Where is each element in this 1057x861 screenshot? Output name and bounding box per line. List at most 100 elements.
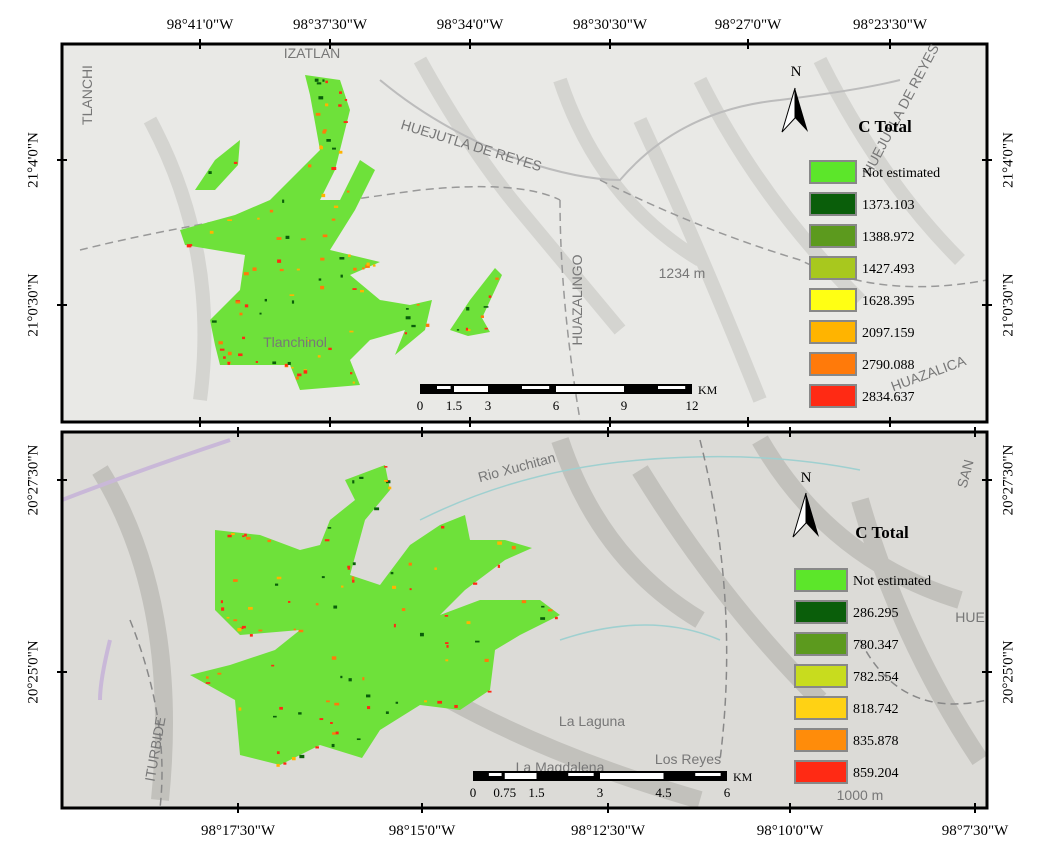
- speckle: [209, 230, 214, 234]
- speckle: [521, 600, 527, 604]
- speckle: [331, 656, 337, 660]
- longitude-label: 98°23'30"W: [853, 17, 928, 33]
- speckle: [326, 700, 330, 703]
- speckle: [211, 320, 217, 323]
- legend-label: 835.878: [853, 734, 899, 749]
- speckle: [384, 466, 388, 468]
- legend-label: 1628.395: [862, 294, 915, 309]
- speckle: [255, 361, 258, 363]
- speckle: [220, 600, 223, 604]
- speckle: [205, 682, 211, 684]
- speckle: [334, 702, 340, 706]
- speckle: [315, 746, 319, 749]
- speckle: [362, 677, 365, 681]
- legend-swatch: [809, 160, 857, 184]
- speckle: [319, 146, 323, 150]
- speckle: [356, 738, 361, 741]
- speckle: [243, 272, 249, 276]
- speckle: [300, 238, 306, 241]
- speckle: [293, 628, 296, 631]
- speckle: [483, 306, 489, 308]
- place-label: HUAZALINGO: [569, 254, 585, 345]
- legend-label: 1427.493: [862, 262, 915, 277]
- scale-label: 12: [686, 398, 699, 413]
- speckle: [465, 327, 469, 331]
- speckle: [279, 268, 284, 272]
- north-label: N: [791, 64, 802, 80]
- speckle: [434, 567, 437, 570]
- speckle: [340, 675, 343, 679]
- speckle: [495, 277, 499, 280]
- speckle: [348, 254, 351, 258]
- state-border: [62, 438, 231, 701]
- speckle: [347, 565, 351, 569]
- speckle: [333, 205, 339, 209]
- speckle: [318, 278, 322, 281]
- speckle: [547, 609, 553, 612]
- speckle: [291, 366, 294, 369]
- place-label: Los Reyes: [655, 751, 721, 767]
- latitude-label: 20°27'30"N: [1000, 445, 1016, 516]
- speckle: [221, 607, 225, 611]
- legend-label: Not estimated: [853, 574, 931, 589]
- speckle: [321, 576, 325, 579]
- speckle: [497, 564, 501, 568]
- place-label: 1000 m: [837, 787, 884, 803]
- speckle: [325, 80, 328, 84]
- speckle: [276, 763, 280, 767]
- speckle: [249, 634, 253, 637]
- north-arrow: [795, 88, 808, 132]
- legend-label: 1388.972: [862, 230, 915, 245]
- speckle: [352, 579, 355, 583]
- speckle: [226, 616, 230, 619]
- speckle: [365, 264, 370, 268]
- legend-swatch: [794, 600, 848, 624]
- speckle: [475, 640, 480, 643]
- speckle: [282, 199, 285, 203]
- speckle: [269, 209, 274, 213]
- speckles: [205, 466, 558, 767]
- top-frame: [60, 42, 989, 424]
- legend-label: 859.204: [853, 766, 899, 781]
- legend-label: 2834.637: [862, 390, 915, 405]
- place-label: HUE: [955, 609, 985, 625]
- speckle: [444, 615, 449, 617]
- speckle: [384, 479, 388, 482]
- north-arrow: [792, 492, 807, 538]
- place-label: Tlanchinol: [263, 334, 327, 350]
- north-label: N: [801, 470, 812, 486]
- boundary: [79, 179, 987, 421]
- scale-label: 0.75: [493, 785, 516, 800]
- longitude-label: 98°27'0"W: [715, 17, 782, 33]
- speckle: [314, 78, 319, 82]
- river: [419, 455, 861, 641]
- latitude-label: 21°4'0"N: [25, 132, 41, 188]
- speckle: [287, 600, 291, 603]
- speckle: [233, 579, 238, 582]
- speckle: [244, 533, 247, 537]
- estimated-area: [190, 465, 560, 765]
- legend-swatch: [809, 288, 857, 312]
- speckle: [258, 629, 263, 632]
- speckle: [276, 576, 282, 580]
- longitude-label: 98°34'0"W: [437, 17, 504, 33]
- speckle: [511, 545, 516, 550]
- speckle: [315, 112, 321, 116]
- speckle: [267, 539, 272, 543]
- scale-label: 3: [597, 785, 604, 800]
- speckle: [299, 754, 305, 759]
- speckle: [330, 722, 333, 724]
- speckle: [338, 104, 342, 107]
- longitude-label: 98°30'30"W: [573, 17, 648, 33]
- speckle: [339, 257, 345, 260]
- legend-label: Not estimated: [862, 166, 940, 181]
- speckle: [484, 327, 488, 330]
- speckle: [409, 588, 412, 591]
- speckle: [466, 307, 470, 311]
- speckle: [343, 121, 348, 123]
- legend-swatch: [809, 256, 857, 280]
- boundary: [129, 439, 987, 808]
- speckle: [338, 150, 343, 154]
- speckle: [473, 582, 478, 585]
